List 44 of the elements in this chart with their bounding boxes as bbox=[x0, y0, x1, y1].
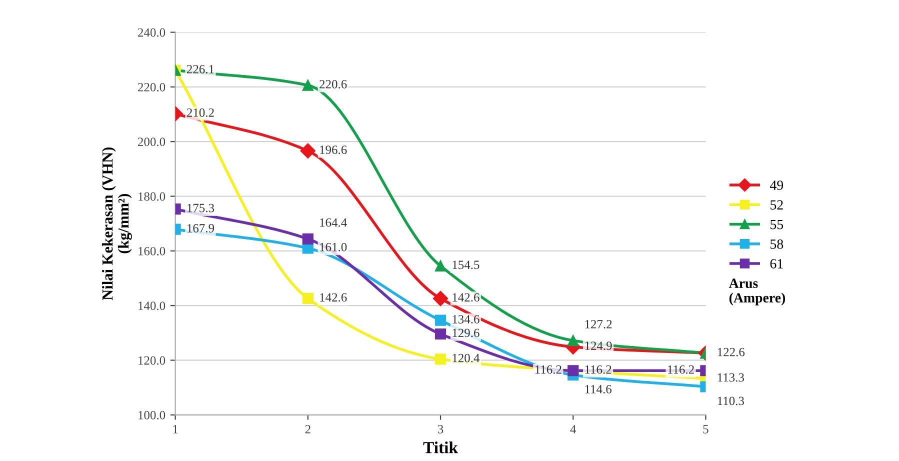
legend-label: 61 bbox=[770, 259, 783, 268]
data-label: 161.0 bbox=[320, 242, 347, 252]
x-tick-label: 4 bbox=[570, 425, 576, 434]
data-label: 129.6 bbox=[452, 328, 480, 338]
y-tick-label: 100.0 bbox=[138, 410, 166, 420]
data-label: 196.6 bbox=[320, 146, 347, 154]
y-axis-title: Nilai Kekerasan (VHN) (kg/mm²) bbox=[102, 147, 132, 300]
data-label: 116.2 bbox=[535, 365, 562, 374]
data-label: 120.4 bbox=[452, 354, 480, 362]
data-label: 110.3 bbox=[718, 396, 744, 406]
y-tick-label: 200.0 bbox=[138, 138, 166, 146]
data-label: 175.3 bbox=[188, 204, 214, 212]
x-tick-label: 3 bbox=[438, 425, 444, 434]
legend-title: Arus (Ampere) bbox=[728, 278, 786, 306]
data-label: 122.6 bbox=[718, 348, 745, 356]
y-tick-label: 120.0 bbox=[138, 356, 166, 365]
y-tick-label: 140.0 bbox=[138, 302, 166, 310]
legend-label: 58 bbox=[770, 239, 784, 249]
data-label: 210.2 bbox=[186, 108, 214, 117]
data-label: 142.6 bbox=[452, 293, 480, 302]
data-label: 114.6 bbox=[585, 385, 612, 394]
y-tick-label: 160.0 bbox=[138, 246, 166, 256]
legend-label: 52 bbox=[770, 200, 783, 210]
y-tick-label: 240.0 bbox=[138, 28, 166, 37]
data-label: 167.9 bbox=[188, 224, 214, 233]
y-tick-label: 220.0 bbox=[138, 82, 166, 92]
legend-label: 55 bbox=[770, 220, 784, 230]
data-label: 220.6 bbox=[320, 80, 347, 88]
data-label: 127.2 bbox=[585, 320, 612, 328]
x-tick-label: 2 bbox=[305, 425, 310, 434]
x-tick-label: 5 bbox=[703, 425, 708, 434]
legend-label: 49 bbox=[770, 180, 784, 190]
data-label: 164.4 bbox=[320, 218, 347, 227]
data-label: 116.2 bbox=[585, 365, 612, 374]
x-tick-label: 1 bbox=[173, 425, 178, 434]
data-label: 116.2 bbox=[668, 365, 694, 374]
data-label: 113.3 bbox=[718, 373, 744, 382]
data-label: 134.6 bbox=[452, 315, 480, 324]
data-label: 124.9 bbox=[585, 342, 612, 350]
data-label: 226.1 bbox=[186, 64, 214, 74]
data-label: 142.6 bbox=[320, 293, 347, 302]
y-tick-label: 180.0 bbox=[138, 192, 166, 201]
x-axis-title: Titik bbox=[423, 442, 458, 454]
data-label: 154.5 bbox=[452, 260, 480, 270]
